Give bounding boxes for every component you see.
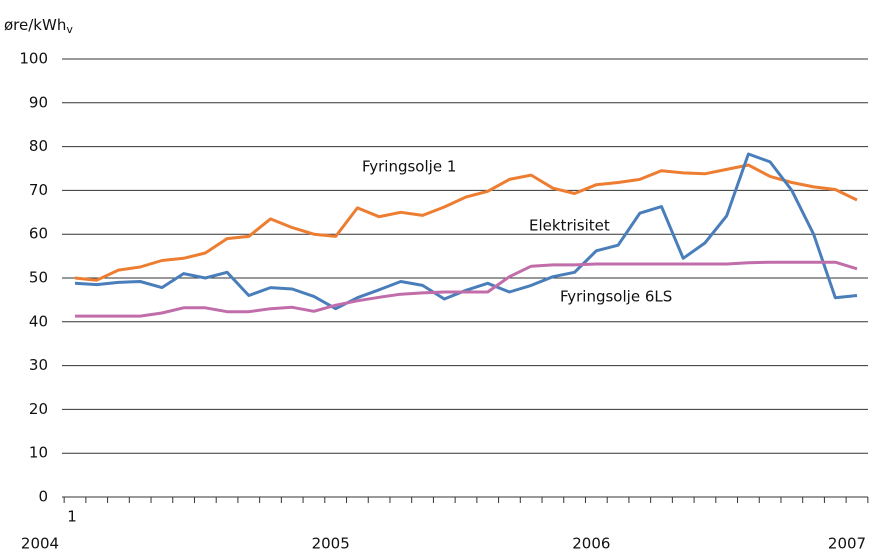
y-tick-label: 10 bbox=[29, 444, 48, 462]
y-tick-label: 70 bbox=[29, 181, 48, 199]
y-tick-label: 20 bbox=[29, 400, 48, 418]
series-line bbox=[74, 163, 858, 282]
y-axis-unit-sub: v bbox=[66, 23, 73, 36]
y-tick-label: 100 bbox=[19, 50, 48, 68]
y-axis-label: øre/kWhv bbox=[4, 16, 73, 37]
y-tick-label: 40 bbox=[29, 312, 48, 330]
series-label: Fyringsolje 1 bbox=[362, 158, 456, 176]
x-tick-label: 2007 bbox=[828, 535, 866, 553]
x-tick-label: 2005 bbox=[312, 535, 350, 553]
series-label: Fyringsolje 6LS bbox=[560, 288, 672, 306]
x-tick-label: 2006 bbox=[572, 535, 610, 553]
x-tick-label: 2004 bbox=[21, 535, 59, 553]
series-line bbox=[75, 260, 858, 318]
y-tick-label: 80 bbox=[29, 137, 48, 155]
y-axis-unit: øre/kWh bbox=[4, 16, 66, 34]
x-note: 1 bbox=[67, 508, 77, 526]
series-label: Elektrisitet bbox=[529, 217, 610, 235]
y-tick-label: 60 bbox=[29, 225, 48, 243]
y-tick-label: 0 bbox=[38, 488, 48, 506]
series-line bbox=[74, 152, 858, 311]
y-tick-label: 30 bbox=[29, 356, 48, 374]
y-tick-label: 50 bbox=[29, 269, 48, 287]
y-tick-label: 90 bbox=[29, 93, 48, 111]
